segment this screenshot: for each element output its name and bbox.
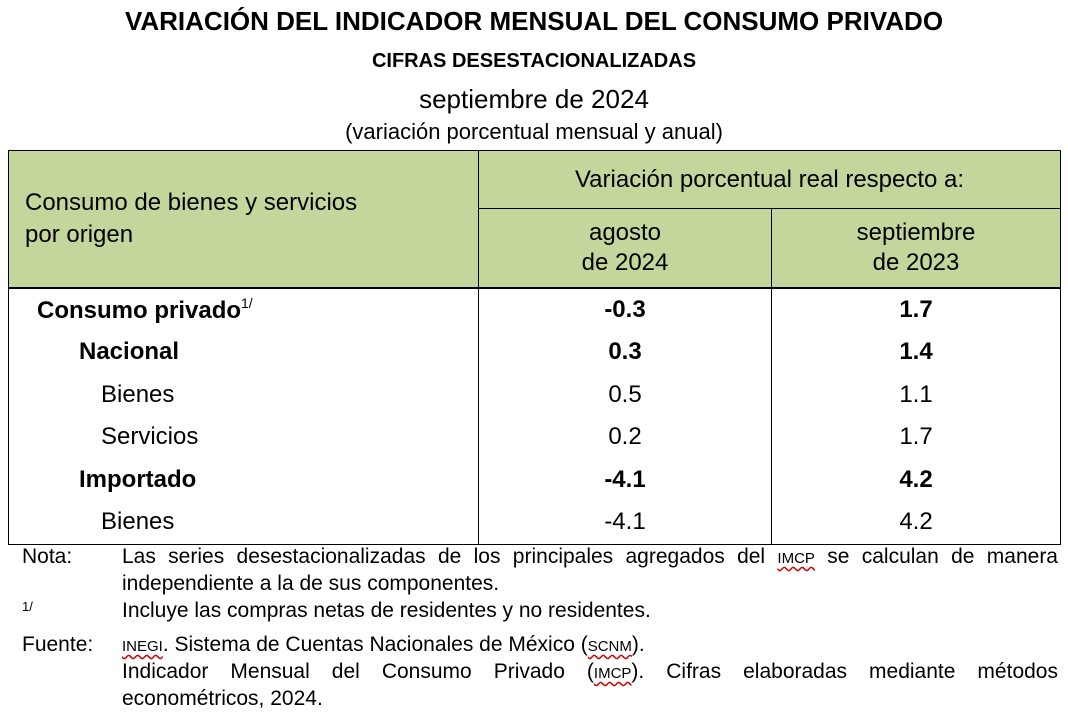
note-segment: Incluye las compras netas de residentes … [122, 599, 651, 622]
column-header-line: de 2024 [581, 248, 669, 276]
value-cell: 4.2 [770, 458, 1062, 501]
note-text: Incluye las compras netas de residentes … [122, 598, 1058, 623]
column-header-line: septiembre [856, 218, 976, 246]
row-header-line: por origen [25, 220, 134, 248]
abbreviation: IMCP [593, 665, 632, 682]
value-cell: 0.2 [478, 416, 772, 459]
value-cell: 1.4 [770, 331, 1062, 374]
column-header-line: agosto [588, 218, 662, 246]
value-cell: 1.7 [770, 287, 1062, 331]
row-label-cell: Consumo privado1/ [8, 287, 479, 331]
title: VARIACIÓN DEL INDICADOR MENSUAL DEL CONS… [124, 6, 944, 36]
column-header: septiembre de 2023 [770, 208, 1062, 288]
footnote-ref: 1/ [241, 294, 253, 311]
unit: (variación porcentual mensual y anual) [345, 119, 723, 144]
value-cell: 0.3 [478, 331, 772, 374]
note-label: 1/ [22, 599, 33, 614]
note-label: Nota: [22, 545, 73, 568]
note-segment: Indicador Mensual del Consumo Privado ( [122, 660, 594, 683]
table-row: Bienes 0.5 1.1 [8, 373, 1062, 416]
row-label-cell: Importado [8, 458, 479, 501]
note-paragraph: Las series desestacionalizadas de los pr… [122, 544, 1058, 596]
column-header: agosto de 2024 [478, 208, 772, 288]
row-label: Bienes [101, 380, 175, 408]
row-label-cell: Nacional [8, 331, 479, 374]
row-label-cell: Servicios [8, 416, 479, 459]
note-segment: . Sistema de Cuentas Nacionales de Méxic… [162, 633, 588, 656]
row-label-cell: Bienes [8, 501, 479, 545]
data-table: Consumo de bienes y servicios por origen… [8, 150, 1062, 545]
row-label-cell: Bienes [8, 373, 479, 416]
abbreviation: IMCP [777, 550, 815, 567]
table-row: Nacional 0.3 1.4 [8, 331, 1062, 374]
column-header-line: de 2023 [872, 248, 960, 276]
notes: Nota: Las series desestacionalizadas de l… [22, 544, 1058, 711]
value-cell: -0.3 [478, 287, 772, 331]
subtitle: CIFRAS DESESTACIONALIZADAS [371, 50, 697, 72]
value-cell: -4.1 [478, 501, 772, 545]
table-row: Servicios 0.2 1.7 [8, 416, 1062, 459]
group-header: Variación porcentual real respecto a: [477, 150, 1062, 209]
table-row: Consumo privado1/-0.3 1.7 [8, 287, 1062, 331]
row-label: Nacional [79, 338, 180, 366]
value-cell: 0.5 [478, 373, 772, 416]
note-paragraph: Incluye las compras netas de residentes … [122, 598, 1058, 623]
value-cell: 1.7 [770, 416, 1062, 459]
note-segment: se calculan de manera independiente a la… [122, 545, 1058, 595]
row-header: Consumo de bienes y servicios por origen [8, 150, 479, 288]
note: 1/Incluye las compras netas de residente… [22, 598, 1058, 623]
table-row: Bienes -4.1 4.2 [8, 501, 1062, 545]
value-cell: -4.1 [478, 458, 772, 501]
note-label: Fuente: [22, 633, 94, 656]
row-label: Bienes [101, 508, 175, 536]
note: Fuente: INEGI. Sistema de Cuentas Naciona… [22, 632, 1058, 711]
note-text: Las series desestacionalizadas de los pr… [122, 544, 1058, 596]
row-label: Consumo privado [37, 296, 242, 324]
period: septiembre de 2024 [419, 84, 649, 114]
note-paragraph: INEGI. Sistema de Cuentas Nacionales de … [122, 632, 1058, 659]
value-cell: 4.2 [770, 501, 1062, 545]
row-label: Importado [79, 465, 197, 493]
table-row: Importado -4.1 4.2 [8, 458, 1062, 501]
note: Nota: Las series desestacionalizadas de l… [22, 544, 1058, 596]
abbreviation: SCNM [587, 638, 632, 655]
note-segment: ). Cifras elaboradas mediante métodos ec… [122, 660, 1058, 710]
note-text: INEGI. Sistema de Cuentas Nacionales de … [122, 632, 1058, 711]
note-paragraph: Indicador Mensual del Consumo Privado (I… [122, 659, 1058, 711]
row-header-line: Consumo de bienes y servicios [25, 188, 358, 216]
value-cell: 1.1 [770, 373, 1062, 416]
abbreviation: INEGI [122, 638, 163, 655]
note-segment: Las series desestacionalizadas de los pr… [122, 545, 778, 568]
note-segment: ). [631, 633, 645, 656]
row-label: Servicios [101, 423, 199, 451]
